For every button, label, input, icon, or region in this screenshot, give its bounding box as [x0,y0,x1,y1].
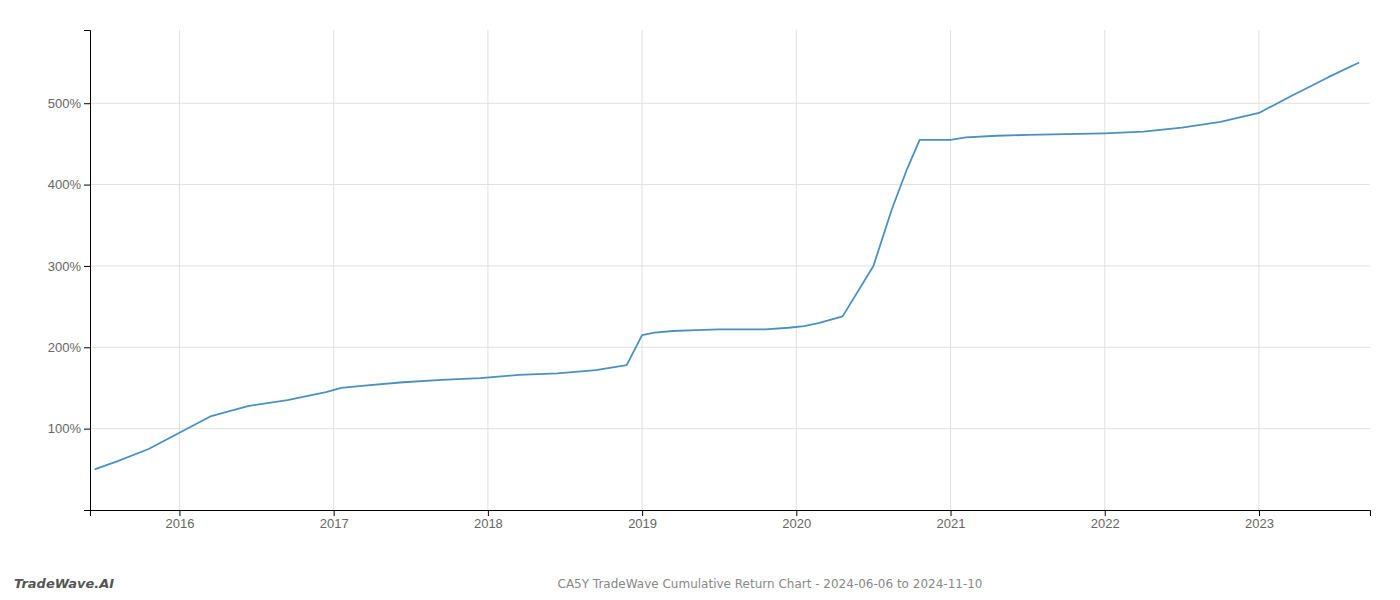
tick-mark [84,185,90,186]
plot-area: 2016 2017 2018 2019 2020 2021 2022 2023 100% 200%… [48,30,1371,531]
tick: 2022 [1091,510,1120,531]
tick-label: 500% [48,96,82,111]
tick: 500% [48,96,90,111]
grid-line [90,428,1370,429]
tick: 100% [48,421,90,436]
grid-line [950,30,951,510]
grid-line [90,265,1370,266]
tick-mark [488,510,489,516]
axis-line [84,31,91,511]
y-axis: 100% 200% 300% 400% 500% [48,31,91,511]
tick-label: 2017 [320,516,349,531]
grid-line [333,30,334,510]
tick-mark [334,510,335,516]
tick-mark [1259,510,1260,516]
annotation: TradeWave.AI [14,576,114,591]
marks [95,63,1360,470]
grid [90,30,1370,510]
grid-line [90,184,1370,185]
axis-line [91,511,1371,517]
tick-label: 2023 [1245,516,1274,531]
grid-line [1104,30,1105,510]
tick: 200% [48,340,90,355]
title: CA5Y TradeWave Cumulative Return Chart -… [558,577,983,591]
tick-label: 2020 [782,516,811,531]
tick-mark [179,510,180,516]
tick: 2017 [320,510,349,531]
tick-label: 2022 [1091,516,1120,531]
grid-line [90,347,1370,348]
tick-mark [951,510,952,516]
x-axis: 2016 2017 2018 2019 2020 2021 2022 2023 [91,510,1371,531]
grid-line [642,30,643,510]
tick-label: 200% [48,340,82,355]
tick-label: 100% [48,421,82,436]
tick: 2023 [1245,510,1274,531]
tick-mark [84,429,90,430]
tick-label: 2016 [165,516,194,531]
tick-mark [642,510,643,516]
tick-label: 2019 [628,516,657,531]
tick-mark [796,510,797,516]
tick-mark [84,266,90,267]
tick: 2019 [628,510,657,531]
grid-line [1258,30,1259,510]
tick-label: 300% [48,259,82,274]
tick: 2020 [782,510,811,531]
tick: 2016 [165,510,194,531]
tick: 300% [48,259,90,274]
tick-mark [1105,510,1106,516]
tick: 400% [48,177,90,192]
tick-label: 2018 [474,516,503,531]
tick: 2021 [937,510,966,531]
tick-mark [84,347,90,348]
grid-line [796,30,797,510]
chart: 2016 2017 2018 2019 2020 2021 2022 2023 100% 200%… [0,0,1400,600]
line [95,63,1360,470]
tick-label: 2021 [937,516,966,531]
grid-line [90,103,1370,104]
tick-label: 400% [48,177,82,192]
tick: 2018 [474,510,503,531]
grid-line [487,30,488,510]
grid-line [179,30,180,510]
tick-mark [84,103,90,104]
